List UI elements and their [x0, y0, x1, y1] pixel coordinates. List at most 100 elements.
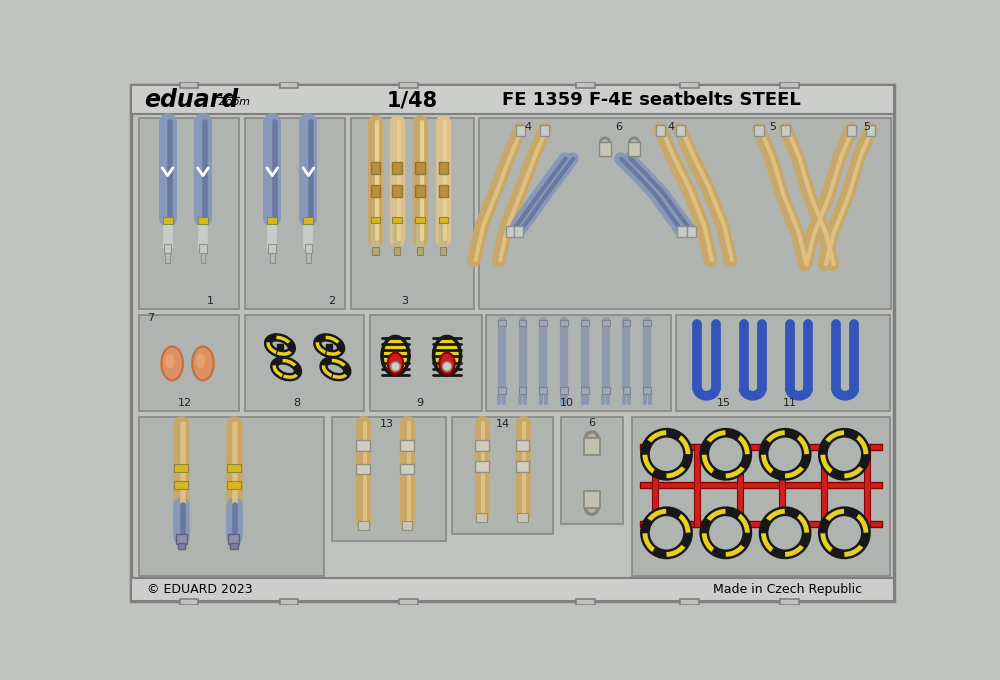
Circle shape — [645, 511, 688, 554]
Bar — [280, 82, 298, 88]
Text: 15: 15 — [717, 398, 731, 409]
Bar — [632, 417, 890, 576]
Bar — [394, 247, 400, 255]
Bar — [305, 244, 312, 254]
Circle shape — [442, 362, 452, 371]
Bar — [643, 386, 651, 394]
Bar — [866, 126, 875, 136]
Bar — [332, 417, 446, 541]
Circle shape — [704, 511, 747, 554]
Bar — [392, 185, 402, 197]
Bar — [440, 247, 446, 255]
Circle shape — [645, 432, 688, 476]
Bar — [245, 315, 364, 411]
Circle shape — [823, 511, 866, 554]
Bar — [277, 344, 283, 361]
Bar — [506, 226, 516, 237]
Text: 9: 9 — [417, 398, 424, 409]
Bar — [779, 443, 785, 526]
Bar — [392, 217, 402, 223]
Bar — [371, 185, 380, 197]
Bar — [519, 386, 526, 394]
Bar — [452, 417, 553, 534]
Bar — [516, 441, 529, 452]
Bar — [680, 599, 699, 605]
Bar — [303, 217, 313, 224]
Bar — [680, 82, 699, 88]
Bar — [400, 441, 414, 452]
Bar — [539, 386, 547, 394]
Circle shape — [823, 432, 866, 476]
Text: 8: 8 — [293, 398, 300, 409]
Bar — [439, 217, 448, 223]
Bar — [351, 118, 474, 309]
Bar — [584, 491, 600, 508]
Bar — [514, 226, 523, 237]
Text: 4: 4 — [668, 122, 675, 132]
Bar — [694, 443, 700, 526]
Bar — [400, 464, 414, 475]
Ellipse shape — [434, 337, 461, 375]
Bar — [517, 513, 528, 522]
Bar — [677, 226, 687, 237]
Bar — [623, 386, 630, 394]
Bar — [599, 142, 611, 156]
Bar — [180, 599, 198, 605]
Bar — [326, 344, 332, 361]
Bar — [370, 315, 482, 411]
Text: 10: 10 — [559, 398, 573, 409]
Bar — [165, 254, 170, 262]
Bar — [268, 244, 276, 254]
Bar — [656, 126, 665, 136]
Bar — [417, 247, 423, 255]
Bar — [486, 315, 671, 411]
Bar — [270, 254, 275, 262]
Bar — [228, 534, 239, 543]
Circle shape — [704, 432, 747, 476]
Bar — [640, 520, 882, 526]
Bar — [847, 126, 856, 136]
Text: 1/48: 1/48 — [387, 90, 438, 110]
Bar — [519, 320, 526, 326]
Bar — [245, 118, 345, 309]
Bar — [560, 386, 568, 394]
Bar — [780, 599, 799, 605]
Bar — [358, 520, 369, 530]
Bar — [628, 142, 640, 156]
Bar — [781, 126, 790, 136]
Bar — [139, 417, 324, 576]
Bar — [139, 315, 239, 411]
Bar — [640, 482, 882, 488]
Bar — [539, 320, 547, 326]
Bar — [676, 315, 890, 411]
Bar — [475, 441, 489, 452]
Text: 5: 5 — [769, 122, 776, 132]
Bar — [131, 86, 894, 114]
Bar — [371, 162, 380, 174]
Text: 4: 4 — [524, 122, 531, 132]
Text: © EDUARD 2023: © EDUARD 2023 — [147, 583, 252, 596]
Text: 5: 5 — [863, 122, 870, 132]
Ellipse shape — [388, 353, 403, 374]
Circle shape — [764, 511, 807, 554]
Bar — [581, 386, 589, 394]
Bar — [372, 247, 379, 255]
Bar — [415, 185, 425, 197]
Bar — [439, 162, 448, 174]
Bar — [602, 386, 610, 394]
Bar — [163, 217, 173, 224]
Ellipse shape — [161, 347, 183, 380]
Bar — [230, 543, 238, 549]
Bar — [198, 217, 208, 224]
Bar — [576, 82, 595, 88]
Bar — [498, 386, 506, 394]
Text: 14: 14 — [495, 420, 510, 429]
Circle shape — [764, 432, 807, 476]
Bar — [864, 443, 870, 526]
Bar — [402, 520, 412, 530]
Bar — [640, 443, 882, 449]
Bar — [399, 599, 418, 605]
Bar — [306, 254, 311, 262]
Bar — [584, 438, 600, 455]
Text: Made in Czech Republic: Made in Czech Republic — [713, 583, 862, 596]
